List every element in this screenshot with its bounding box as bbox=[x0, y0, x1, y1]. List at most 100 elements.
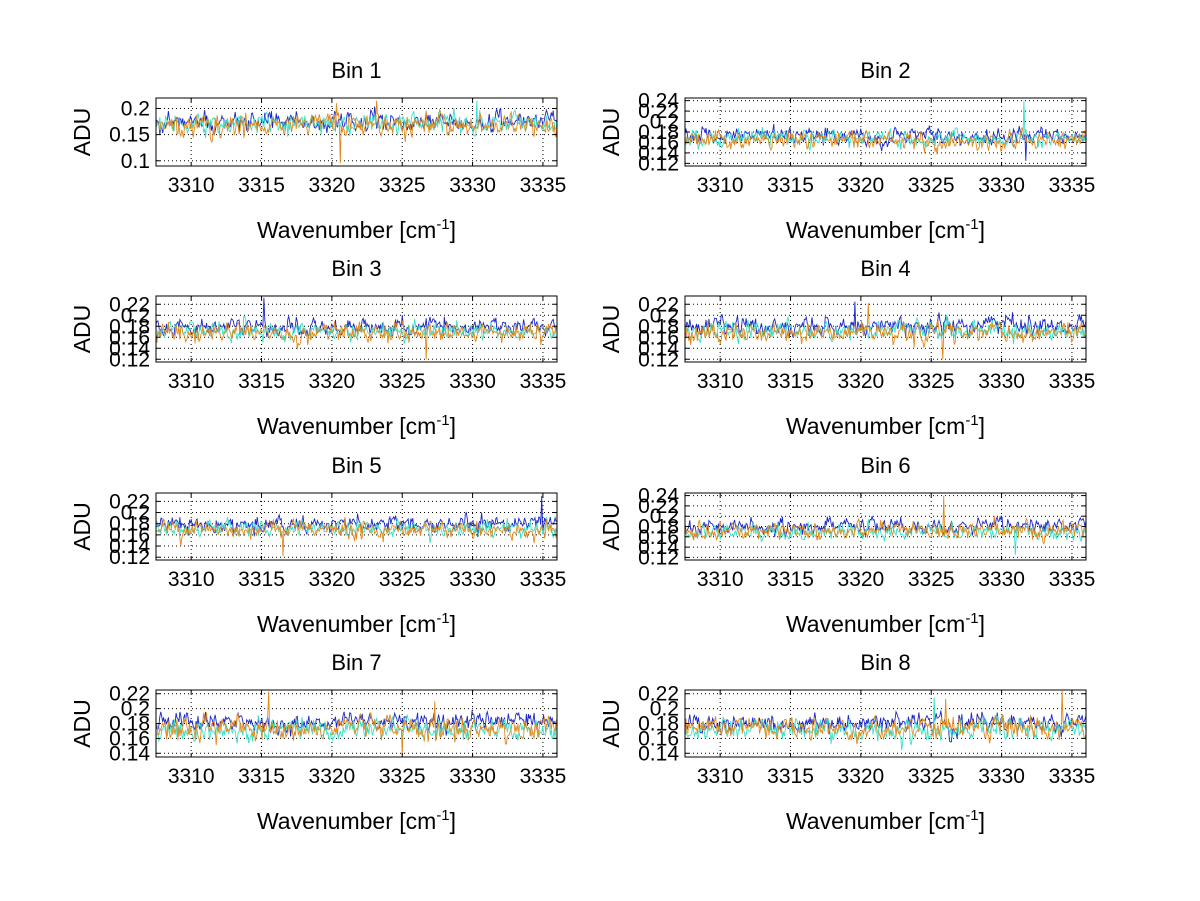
y-tick-label: 0.22 bbox=[109, 683, 150, 706]
x-axis-label-superscript: -1 bbox=[965, 610, 978, 627]
y-tick-label: 0.16 bbox=[638, 526, 679, 549]
x-tick-label: 3315 bbox=[767, 174, 814, 197]
series-line-blue bbox=[685, 123, 1086, 161]
x-axis-label-end: ] bbox=[979, 217, 985, 243]
y-tick-label: 0.14 bbox=[638, 142, 679, 165]
y-tick-label: 0.22 bbox=[109, 293, 150, 316]
y-tick-label: 0.12 bbox=[109, 546, 150, 569]
y-tick-label: 0.2 bbox=[121, 502, 150, 525]
y-axis-label: ADU bbox=[598, 305, 624, 354]
x-tick-label: 3325 bbox=[379, 174, 426, 197]
y-axis-label: ADU bbox=[598, 699, 624, 748]
y-tick-label: 0.14 bbox=[109, 742, 150, 765]
y-tick-label: 0.24 bbox=[638, 485, 679, 508]
subplot-title: Bin 5 bbox=[331, 453, 381, 478]
x-tick-label: 3335 bbox=[1049, 174, 1096, 197]
x-axis-label: Wavenumber [cm-1] bbox=[786, 412, 985, 439]
x-axis-label: Wavenumber [cm-1] bbox=[257, 412, 456, 439]
y-tick-label: 0.15 bbox=[109, 124, 150, 147]
x-tick-label: 3325 bbox=[379, 568, 426, 591]
x-tick-label: 3310 bbox=[168, 765, 215, 788]
series-line-teal bbox=[685, 697, 1086, 751]
y-tick-label: 0.2 bbox=[650, 505, 679, 528]
series-line-orange bbox=[156, 320, 557, 360]
series-line-teal bbox=[156, 100, 557, 138]
x-tick-label: 3335 bbox=[1049, 765, 1096, 788]
x-tick-label: 3320 bbox=[838, 765, 885, 788]
x-tick-label: 3330 bbox=[449, 174, 496, 197]
x-tick-label: 3315 bbox=[238, 174, 285, 197]
x-tick-label: 3325 bbox=[908, 174, 955, 197]
y-tick-label: 0.14 bbox=[638, 536, 679, 559]
x-tick-label: 3320 bbox=[309, 568, 356, 591]
x-axis-label-end: ] bbox=[450, 611, 456, 637]
y-tick-label: 0.16 bbox=[109, 326, 150, 349]
y-tick-label: 0.22 bbox=[109, 490, 150, 513]
y-tick-label: 0.1 bbox=[121, 150, 150, 173]
x-tick-label: 3335 bbox=[520, 568, 567, 591]
x-tick-label: 3325 bbox=[908, 370, 955, 393]
x-tick-label: 3330 bbox=[978, 174, 1025, 197]
y-tick-label: 0.14 bbox=[109, 337, 150, 360]
series-line-orange bbox=[156, 691, 557, 755]
y-tick-label: 0.16 bbox=[109, 524, 150, 547]
subplot-bin-8: 3310 3315 3320 3325 3330 3335 0.140.160.180.20… bbox=[598, 650, 1095, 834]
subplot-bin-5: 3310 3315 3320 3325 3330 3335 0.120.140.160.18… bbox=[69, 453, 566, 637]
x-tick-label: 3320 bbox=[309, 370, 356, 393]
x-axis-label-main: Wavenumber [cm bbox=[257, 217, 436, 243]
y-tick-label: 0.14 bbox=[638, 337, 679, 360]
subplot-bin-2: 3310 3315 3320 3325 3330 3335 0.120.140.160.18… bbox=[598, 58, 1095, 243]
x-axis-label-superscript: -1 bbox=[965, 412, 978, 429]
subplot-title: Bin 7 bbox=[331, 650, 381, 675]
x-tick-label: 3330 bbox=[449, 370, 496, 393]
x-tick-label: 3335 bbox=[520, 765, 567, 788]
x-axis-label-end: ] bbox=[450, 808, 456, 834]
x-tick-label: 3315 bbox=[238, 370, 285, 393]
y-tick-label: 0.22 bbox=[638, 293, 679, 316]
y-axis-label: ADU bbox=[69, 305, 95, 354]
x-axis-label-superscript: -1 bbox=[436, 807, 449, 824]
y-tick-label: 0.16 bbox=[638, 326, 679, 349]
x-axis-label-superscript: -1 bbox=[436, 610, 449, 627]
series-line-orange bbox=[685, 690, 1086, 745]
x-axis-label-main: Wavenumber [cm bbox=[257, 413, 436, 439]
x-tick-label: 3310 bbox=[168, 174, 215, 197]
subplot-bin-3: 3310 3315 3320 3325 3330 3335 0.120.140.160.18… bbox=[69, 256, 566, 439]
y-tick-label: 0.12 bbox=[638, 152, 679, 175]
x-tick-label: 3330 bbox=[449, 568, 496, 591]
y-tick-label: 0.2 bbox=[121, 97, 150, 120]
y-tick-label: 0.18 bbox=[638, 713, 679, 736]
x-axis-label: Wavenumber [cm-1] bbox=[786, 216, 985, 243]
x-axis-label-superscript: -1 bbox=[436, 412, 449, 429]
x-tick-label: 3320 bbox=[838, 568, 885, 591]
x-tick-label: 3320 bbox=[838, 174, 885, 197]
x-axis-label-main: Wavenumber [cm bbox=[786, 217, 965, 243]
x-axis-label: Wavenumber [cm-1] bbox=[257, 610, 456, 637]
subplot-title: Bin 2 bbox=[860, 58, 910, 83]
y-axis-label: ADU bbox=[69, 108, 95, 157]
y-tick-label: 0.18 bbox=[638, 315, 679, 338]
x-tick-label: 3310 bbox=[697, 174, 744, 197]
y-tick-label: 0.14 bbox=[109, 535, 150, 558]
x-axis-label-superscript: -1 bbox=[965, 807, 978, 824]
y-tick-label: 0.22 bbox=[638, 683, 679, 706]
x-tick-label: 3315 bbox=[238, 765, 285, 788]
y-tick-label: 0.2 bbox=[121, 698, 150, 721]
subplot-bin-1: 3310 3315 3320 3325 3330 3335 0.1 0.15 0.2 Bin 1 A… bbox=[69, 58, 566, 243]
x-axis-label-main: Wavenumber [cm bbox=[257, 611, 436, 637]
x-axis-label-main: Wavenumber [cm bbox=[786, 611, 965, 637]
subplot-bin-7: 3310 3315 3320 3325 3330 3335 0.140.160.180.20… bbox=[69, 650, 566, 834]
x-axis-label: Wavenumber [cm-1] bbox=[786, 807, 985, 834]
x-tick-label: 3320 bbox=[309, 765, 356, 788]
x-tick-label: 3315 bbox=[767, 568, 814, 591]
x-tick-label: 3310 bbox=[168, 370, 215, 393]
x-tick-label: 3325 bbox=[908, 568, 955, 591]
x-axis-label: Wavenumber [cm-1] bbox=[786, 610, 985, 637]
subplot-bin-4: 3310 3315 3320 3325 3330 3335 0.120.140.160.18… bbox=[598, 256, 1095, 439]
y-tick-label: 0.16 bbox=[109, 727, 150, 750]
y-tick-label: 0.22 bbox=[638, 100, 679, 123]
series-line-orange bbox=[156, 516, 557, 557]
subplot-title: Bin 8 bbox=[860, 650, 910, 675]
x-axis-label-end: ] bbox=[979, 413, 985, 439]
x-tick-label: 3315 bbox=[767, 765, 814, 788]
